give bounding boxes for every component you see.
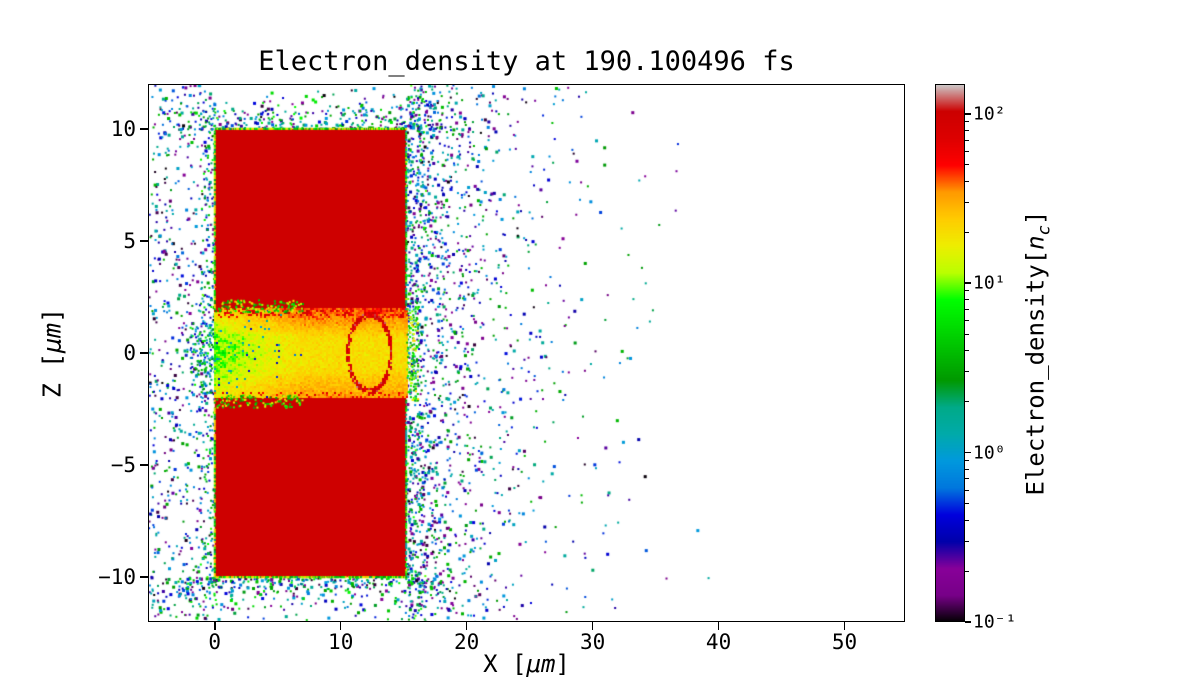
colorbar-minor-tick-mark <box>965 478 969 480</box>
colorbar-minor-tick-mark <box>965 489 969 491</box>
x-tick-label: 10 <box>328 630 354 654</box>
colorbar-minor-tick-mark <box>965 164 969 166</box>
heatmap-plot <box>148 84 905 622</box>
colorbar-minor-tick-mark <box>965 180 969 182</box>
y-tick-mark <box>140 352 148 354</box>
colorbar-minor-tick-mark <box>965 570 969 572</box>
y-tick-mark <box>140 464 148 466</box>
chart-title: Electron_density at 190.100496 fs <box>258 46 795 77</box>
x-axis-label-text: X [ <box>483 650 527 678</box>
colorbar-tick-mark <box>965 621 971 623</box>
x-tick-mark <box>339 622 342 630</box>
colorbar-minor-tick-mark <box>965 139 969 141</box>
colorbar-minor-tick-mark <box>965 150 969 152</box>
x-tick-mark <box>591 622 594 630</box>
y-axis-label-close: ] <box>37 307 67 323</box>
y-axis-label-unit: μm <box>37 322 67 354</box>
y-tick-label: −5 <box>110 453 136 478</box>
colorbar-minor-tick-mark <box>965 333 969 335</box>
colorbar-minor-tick-mark <box>965 308 969 310</box>
colorbar-tick-label: 10¹ <box>973 272 1006 294</box>
colorbar-minor-tick-mark <box>965 129 969 131</box>
colorbar-gradient <box>935 84 965 622</box>
colorbar-tick-label: 10² <box>973 103 1006 125</box>
colorbar-minor-tick-mark <box>965 290 969 292</box>
colorbar-minor-tick-mark <box>965 121 969 123</box>
y-axis-label: Z [μm] <box>38 308 67 398</box>
colorbar-minor-tick-mark <box>965 299 969 301</box>
colorbar-tick-mark <box>965 113 971 115</box>
colorbar-label-var: n <box>1021 235 1050 250</box>
colorbar-minor-tick-mark <box>965 231 969 233</box>
colorbar-tick-mark <box>965 282 971 284</box>
colorbar-minor-tick-mark <box>965 519 969 521</box>
x-tick-mark <box>214 622 216 630</box>
y-tick-label: 10 <box>110 116 136 141</box>
x-axis-label-close: ] <box>555 650 570 678</box>
x-tick-label: 30 <box>579 630 606 654</box>
colorbar-minor-tick-mark <box>965 350 969 352</box>
x-axis-label: X [μm] <box>148 650 905 678</box>
colorbar-tick-mark <box>965 451 971 454</box>
colorbar-minor-tick-mark <box>965 371 969 373</box>
x-tick-mark <box>843 622 846 630</box>
colorbar-minor-tick-mark <box>965 320 969 322</box>
colorbar-label-close: ] <box>1021 210 1050 225</box>
x-tick-label: 20 <box>454 630 480 654</box>
x-tick-mark <box>717 622 720 630</box>
x-tick-mark <box>465 622 468 630</box>
colorbar-minor-tick-mark <box>965 503 969 505</box>
x-tick-label: 40 <box>705 630 732 654</box>
y-tick-mark <box>140 128 148 130</box>
colorbar-tick-label: 10⁻¹ <box>973 611 1017 633</box>
colorbar-minor-tick-mark <box>965 459 969 461</box>
colorbar-minor-tick-mark <box>965 401 969 403</box>
x-tick-label: 0 <box>208 630 222 654</box>
y-tick-label: 0 <box>123 341 136 365</box>
colorbar-tick-label: 10⁰ <box>973 442 1006 464</box>
y-tick-label: 5 <box>123 228 136 253</box>
x-tick-label: 50 <box>831 630 858 654</box>
colorbar-minor-tick-mark <box>965 540 969 542</box>
colorbar-label: Electron_density[nc] <box>1022 211 1055 496</box>
y-tick-label: −10 <box>98 565 136 590</box>
colorbar-label-sub: c <box>1034 224 1055 236</box>
colorbar-minor-tick-mark <box>965 201 969 203</box>
y-tick-mark <box>140 240 148 242</box>
y-tick-mark <box>140 576 148 578</box>
colorbar-minor-tick-mark <box>965 468 969 470</box>
y-axis-label-text: Z [ <box>37 353 67 399</box>
x-axis-label-unit: μm <box>526 650 556 678</box>
colorbar-label-text: Electron_density[ <box>1021 249 1050 496</box>
